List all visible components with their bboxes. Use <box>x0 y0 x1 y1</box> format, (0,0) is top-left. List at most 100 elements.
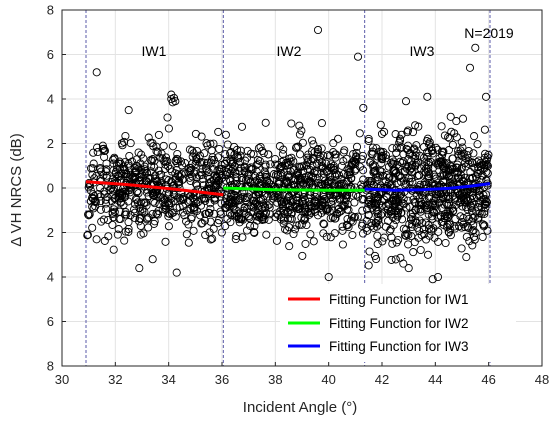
data-point <box>318 164 328 173</box>
data-point <box>378 237 387 246</box>
data-point <box>418 219 427 228</box>
data-point <box>290 187 299 196</box>
data-point <box>146 167 155 176</box>
data-point <box>459 220 468 229</box>
data-point <box>236 163 245 172</box>
data-point <box>251 172 260 181</box>
data-point <box>143 214 152 223</box>
data-point <box>434 161 443 170</box>
data-point <box>411 162 420 171</box>
data-point <box>261 202 270 212</box>
data-point <box>285 172 294 181</box>
data-point <box>235 196 244 205</box>
data-point <box>298 162 307 171</box>
data-point <box>136 198 146 207</box>
data-point <box>228 159 237 168</box>
data-point <box>302 220 311 230</box>
data-point <box>298 251 307 260</box>
data-point <box>158 154 167 163</box>
data-point <box>278 149 287 159</box>
data-point <box>435 198 444 207</box>
data-point <box>386 225 395 234</box>
data-point <box>423 250 433 259</box>
legend-label-iw1: Fitting Function for IW1 <box>329 292 469 307</box>
data-point <box>225 202 234 211</box>
data-point <box>471 43 480 52</box>
data-point <box>412 148 421 157</box>
data-point <box>399 194 408 203</box>
x-axis-title: Incident Angle (°) <box>243 399 357 416</box>
data-point <box>236 146 245 155</box>
data-point <box>376 166 385 175</box>
data-point <box>371 218 380 227</box>
data-point <box>394 162 403 171</box>
data-point <box>231 167 240 176</box>
data-point <box>206 204 215 213</box>
data-point <box>341 197 350 207</box>
data-point <box>444 199 453 208</box>
data-point <box>232 173 241 182</box>
legend-label-iw3: Fitting Function for IW3 <box>329 339 469 354</box>
data-point <box>469 149 478 158</box>
data-point <box>437 122 446 131</box>
data-point <box>330 171 340 181</box>
data-point <box>393 209 402 218</box>
data-point <box>130 205 139 214</box>
data-point <box>235 218 244 227</box>
data-point <box>119 162 128 171</box>
data-point <box>329 165 338 174</box>
data-point <box>428 146 437 155</box>
data-point <box>400 231 410 240</box>
data-point <box>217 228 226 237</box>
data-point <box>335 171 344 180</box>
data-point <box>420 167 429 176</box>
data-point <box>247 165 256 174</box>
data-point <box>237 173 246 182</box>
data-point <box>463 151 472 160</box>
data-point <box>229 164 238 174</box>
data-point <box>124 227 133 236</box>
data-point <box>210 171 219 180</box>
data-point <box>379 183 388 192</box>
data-point <box>425 169 434 178</box>
data-point <box>185 173 194 182</box>
data-point <box>265 210 275 219</box>
data-point <box>281 225 290 234</box>
y-tick-label: 6 <box>47 47 54 62</box>
data-point <box>299 192 308 202</box>
data-point <box>389 167 399 176</box>
data-point <box>119 200 128 209</box>
data-point <box>310 198 319 207</box>
data-point <box>107 196 116 206</box>
data-point <box>289 166 298 175</box>
data-point <box>464 214 473 224</box>
data-point <box>436 172 445 181</box>
data-point <box>136 230 145 239</box>
data-point <box>317 157 326 167</box>
data-point <box>241 196 251 205</box>
data-point <box>135 217 144 226</box>
data-point <box>169 208 178 217</box>
data-point <box>271 212 280 222</box>
data-point <box>327 179 337 188</box>
data-point <box>288 196 298 205</box>
y-tick-label: 0 <box>47 181 54 196</box>
data-point <box>465 237 474 246</box>
data-point <box>419 225 428 234</box>
x-tick-label: 32 <box>108 372 122 387</box>
data-point <box>85 210 94 219</box>
data-point <box>171 97 180 106</box>
data-point <box>297 220 306 229</box>
data-point <box>114 225 123 234</box>
data-point <box>466 168 475 177</box>
data-point <box>482 197 491 206</box>
data-point <box>264 215 273 224</box>
data-point <box>209 165 218 174</box>
data-point <box>404 240 413 249</box>
data-point <box>377 129 387 138</box>
data-point <box>266 176 275 185</box>
data-point <box>246 178 255 187</box>
data-point <box>368 160 377 169</box>
data-point <box>221 150 230 159</box>
data-point <box>354 192 363 201</box>
